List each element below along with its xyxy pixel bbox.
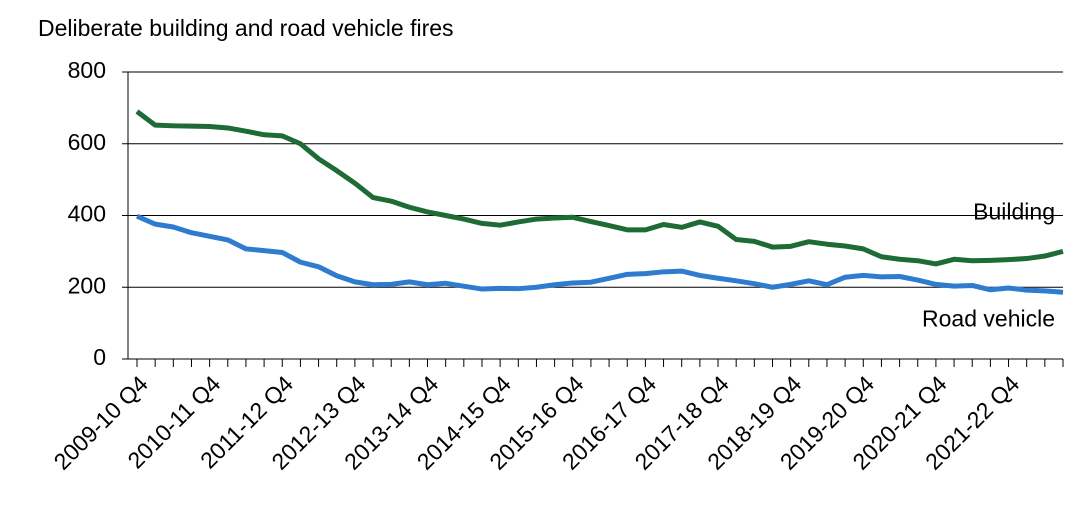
y-tick-label: 800: [68, 57, 106, 83]
y-tick-label: 600: [68, 129, 106, 155]
y-tick-label: 400: [68, 201, 106, 227]
series-label: Building: [973, 198, 1055, 224]
chart-title: Deliberate building and road vehicle fir…: [38, 15, 454, 41]
series-label: Road vehicle: [922, 305, 1055, 331]
series-line: [136, 213, 1064, 295]
y-tick-label: 0: [93, 344, 106, 370]
series-line: [135, 109, 1064, 267]
y-tick-label: 200: [68, 272, 106, 298]
